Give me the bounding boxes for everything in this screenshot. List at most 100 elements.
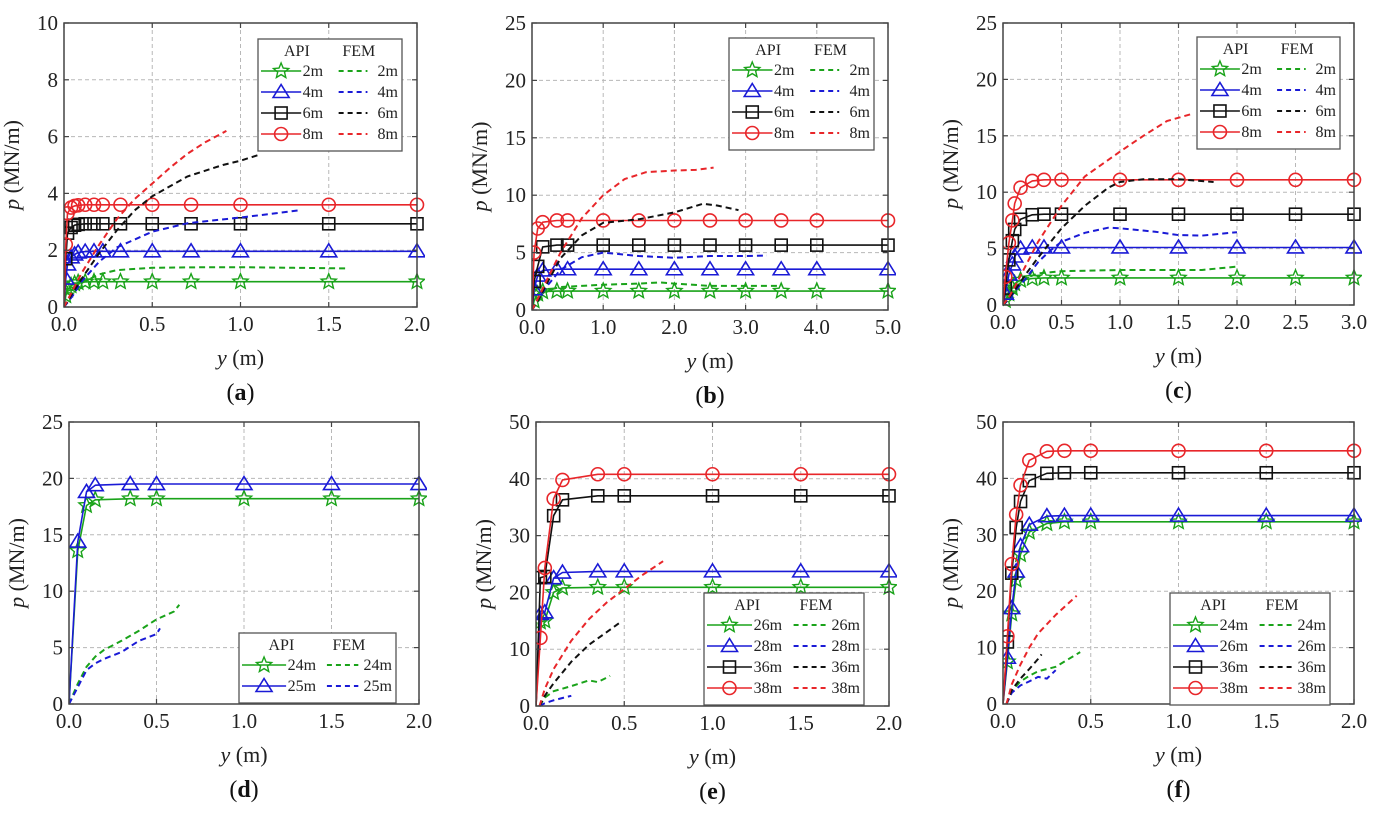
data-point-36m: [590, 489, 605, 503]
data-point-8m: [95, 197, 111, 213]
data-point-36m: [555, 493, 570, 507]
x-tick-label: 0.0: [519, 315, 545, 339]
x-tick-label: 0.5: [1078, 709, 1104, 733]
data-point-2m: [142, 271, 162, 290]
data-point-28m: [703, 562, 722, 578]
data-point-4m: [593, 260, 613, 276]
data-point-6m: [738, 238, 753, 252]
legend-marker-star: [254, 655, 274, 673]
data-point-36m: [1057, 465, 1072, 480]
x-tick-label: 1.0: [1165, 709, 1191, 733]
legend-item: 4m 4m: [732, 81, 871, 100]
data-point-24m: [1256, 512, 1276, 530]
data-point-2m: [319, 271, 339, 290]
x-axis-label: y (m): [684, 348, 733, 373]
legend-marker-triangle: [1210, 80, 1230, 97]
data-point-8m: [1005, 213, 1020, 228]
y-tick-label: 10: [509, 637, 530, 661]
x-tick-label: 2.0: [876, 711, 902, 735]
data-point-2m: [736, 281, 755, 300]
data-point-6m: [532, 259, 545, 274]
x-tick-label: 0.5: [143, 709, 169, 733]
data-point-6m: [1230, 207, 1244, 221]
data-point-2m: [1052, 268, 1071, 286]
series-line-fem-8m: [64, 130, 227, 308]
panel-f: 0.0 0.5 1.0 1.5 2.0 0 10 20 30 40 50 y (m) p (MN/m) (…: [938, 410, 1367, 803]
legend-label-api: 8m: [303, 126, 324, 143]
legend-label-api: 36m: [1220, 659, 1249, 676]
y-tick-label: 40: [509, 467, 530, 491]
x-tick-label: 1.5: [316, 312, 342, 336]
data-point-38m: [793, 466, 809, 482]
legend-marker-star: [1210, 59, 1230, 77]
series-line-fem-24m: [69, 604, 181, 705]
data-point-8m: [1013, 180, 1028, 195]
data-point-38m: [1013, 477, 1028, 493]
data-point-24m: [234, 488, 254, 507]
data-point-4m: [142, 242, 162, 258]
legend-marker-square: [274, 106, 288, 120]
x-tick-label: 2.0: [661, 315, 687, 339]
data-point-28m: [544, 569, 564, 585]
legend-marker-square: [745, 105, 760, 119]
data-point-6m: [560, 238, 575, 252]
data-point-6m: [550, 238, 564, 252]
legend-item: 24m 24m: [1173, 615, 1327, 634]
y-tick-label: 50: [976, 410, 997, 434]
series-line-fem-6m: [64, 154, 259, 308]
y-tick-label: 20: [42, 466, 63, 490]
data-point-24m: [1081, 512, 1101, 530]
data-point-2m: [771, 281, 791, 300]
legend-header-fem: FEM: [1266, 597, 1299, 614]
legend-marker-star: [271, 61, 291, 79]
y-axis-label: p (MN/m): [467, 122, 492, 214]
y-tick-label: 0: [520, 694, 531, 718]
legend-marker-circle: [273, 126, 289, 142]
x-tick-label: 2.0: [1224, 310, 1250, 334]
legend-header-fem: FEM: [342, 43, 375, 60]
legend-label-fem: 8m: [850, 125, 871, 142]
y-axis-label: p (MN/m): [471, 519, 496, 611]
legend-marker-triangle: [271, 82, 291, 99]
data-point-6m: [67, 218, 82, 233]
legend-item: 6m 6m: [261, 105, 399, 122]
legend-item: 4m 4m: [1200, 80, 1337, 99]
x-tick-label: 1.0: [699, 711, 725, 735]
x-axis-label: y (m): [1153, 343, 1202, 368]
legend-label-api: 2m: [774, 62, 795, 79]
panel-a: 0.0 0.5 1.0 1.5 2.0 0 2 4 6 8 10 y (m) p (MN/m) (a) AP…: [0, 11, 430, 406]
legend-marker-star: [742, 60, 762, 78]
data-point-6m: [113, 216, 128, 231]
data-point-36m: [1259, 465, 1274, 480]
x-tick-label: 1.0: [227, 312, 253, 336]
data-point-2m: [558, 281, 577, 300]
series-group: [64, 130, 425, 308]
legend-header-api: API: [284, 43, 310, 60]
data-point-6m: [64, 220, 78, 235]
data-point-26m: [1054, 506, 1074, 522]
legend-label-api: 26m: [1220, 638, 1249, 655]
y-tick-label: 20: [976, 579, 997, 603]
series-group: [1003, 113, 1362, 309]
data-point-25m: [85, 476, 105, 492]
data-point-2m: [1169, 268, 1188, 286]
legend-header-fem: FEM: [1281, 41, 1314, 58]
data-point-8m: [549, 213, 565, 228]
x-axis-label: y (m): [1153, 742, 1202, 767]
legend-label-fem: 24m: [1298, 617, 1327, 634]
series-line-fem-8m: [1003, 113, 1191, 306]
legend-box: [257, 38, 403, 152]
data-point-36m: [705, 489, 720, 503]
data-point-4m: [231, 242, 250, 258]
x-tick-label: 0.5: [139, 312, 165, 336]
series-line-api-36m: [536, 494, 889, 707]
data-point-38m: [705, 466, 720, 482]
series-line-fem-8m: [532, 166, 714, 311]
data-point-6m: [1171, 207, 1186, 221]
legend-label-fem: 24m: [364, 657, 393, 674]
data-point-24m: [147, 488, 166, 507]
y-tick-label: 6: [48, 125, 59, 149]
series-group: [532, 166, 896, 311]
data-point-2m: [1110, 268, 1130, 286]
legend-header-api: API: [1200, 597, 1226, 614]
